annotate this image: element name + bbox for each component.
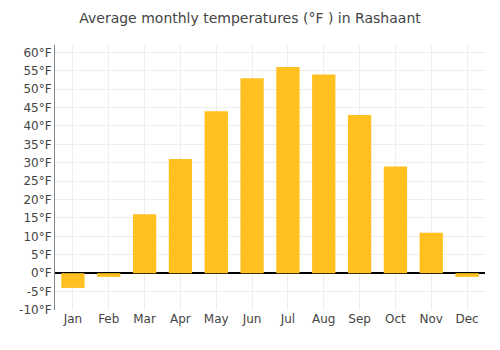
svg-text:20°F: 20°F bbox=[23, 193, 51, 207]
svg-text:Jan: Jan bbox=[63, 312, 83, 326]
svg-text:Dec: Dec bbox=[455, 312, 478, 326]
svg-text:Sep: Sep bbox=[348, 312, 371, 326]
svg-text:Average monthly temperatures (: Average monthly temperatures (°F ) in Ra… bbox=[79, 10, 421, 26]
svg-text:5°F: 5°F bbox=[31, 248, 52, 262]
svg-text:55°F: 55°F bbox=[23, 64, 51, 78]
svg-text:35°F: 35°F bbox=[23, 138, 51, 152]
svg-text:Oct: Oct bbox=[385, 312, 406, 326]
svg-text:10°F: 10°F bbox=[23, 230, 51, 244]
svg-text:-10°F: -10°F bbox=[19, 303, 52, 317]
svg-text:Mar: Mar bbox=[133, 312, 156, 326]
svg-text:May: May bbox=[204, 312, 229, 326]
svg-text:45°F: 45°F bbox=[23, 101, 51, 115]
svg-text:Nov: Nov bbox=[420, 312, 443, 326]
svg-text:50°F: 50°F bbox=[23, 82, 51, 96]
svg-text:40°F: 40°F bbox=[23, 119, 51, 133]
svg-text:60°F: 60°F bbox=[23, 46, 51, 60]
svg-text:Aug: Aug bbox=[312, 312, 335, 326]
svg-text:Feb: Feb bbox=[98, 312, 119, 326]
svg-text:15°F: 15°F bbox=[23, 211, 51, 225]
svg-text:Apr: Apr bbox=[170, 312, 191, 326]
svg-text:25°F: 25°F bbox=[23, 174, 51, 188]
svg-text:-5°F: -5°F bbox=[27, 285, 52, 299]
svg-text:Jul: Jul bbox=[280, 312, 295, 326]
svg-text:Jun: Jun bbox=[242, 312, 262, 326]
svg-text:0°F: 0°F bbox=[31, 266, 52, 280]
svg-text:30°F: 30°F bbox=[23, 156, 51, 170]
